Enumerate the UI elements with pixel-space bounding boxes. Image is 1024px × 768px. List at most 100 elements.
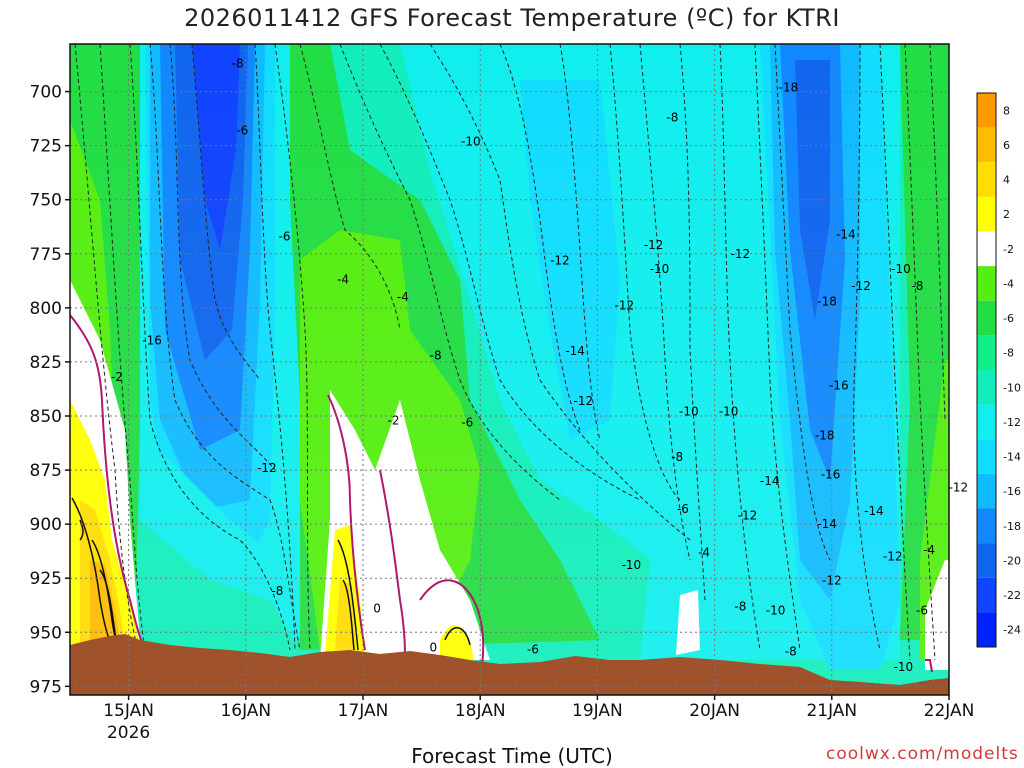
colorbar-tick-label: -18: [1003, 520, 1021, 533]
contour-label: -6: [278, 229, 290, 243]
contour-label: -10: [893, 660, 913, 674]
x-tick-label: 21JAN: [806, 701, 857, 721]
colorbar-tick-label: -2: [1003, 243, 1014, 256]
temperature-field: [70, 44, 949, 695]
colorbar-frame: [976, 92, 997, 648]
contour-label: -10: [650, 262, 670, 276]
contour-label: -12: [851, 279, 871, 293]
colorbar-tick-label: -6: [1003, 312, 1014, 325]
colorbar-tick-label: -24: [1003, 624, 1021, 637]
colorbar-tick-label: 4: [1003, 174, 1010, 187]
y-tick-label: 775: [30, 245, 62, 265]
colorbar: 8 6 4 2 -2 -4 -6 -8 -10 -12 -14 -16 -18 -20 -22 -24: [976, 92, 1021, 648]
colorbar-swatch: [977, 577, 996, 613]
colorbar-tick-label: 2: [1003, 208, 1010, 221]
y-tick-label: 950: [30, 623, 62, 643]
y-tick-label: 800: [30, 299, 62, 319]
colorbar-swatch: [977, 439, 996, 474]
contour-label: -8: [785, 645, 797, 659]
contour-label: -12: [822, 573, 842, 587]
colorbar-swatch: [977, 543, 996, 578]
chart-title: 2026011412 GFS Forecast Temperature (ºC)…: [184, 4, 840, 32]
contour-label: -18: [817, 294, 837, 308]
colorbar-tick-label: -4: [1003, 277, 1014, 290]
colorbar-tick-label: 6: [1003, 139, 1010, 152]
credit-link[interactable]: coolwx.com/modelts: [826, 744, 1019, 764]
colorbar-swatch: [977, 473, 996, 509]
contour-label: 0: [429, 640, 437, 654]
contour-label: -16: [142, 333, 162, 347]
contour-label: -8: [666, 111, 678, 125]
freezing-contours: [70, 314, 933, 673]
contour-label: -4: [698, 545, 710, 559]
x-tick-sublabel: 2026: [107, 723, 150, 743]
contour-label: -12: [738, 508, 758, 522]
contour-label: -8: [271, 584, 283, 598]
contour-label: -12: [731, 247, 751, 261]
colorbar-tick-label: -16: [1003, 485, 1021, 498]
contour-label: -14: [836, 227, 856, 241]
contour-label: -10: [461, 134, 481, 148]
contour-label: -6: [236, 124, 248, 138]
colorbar-tick-label: 8: [1003, 104, 1010, 117]
contour-label: -12: [949, 480, 969, 494]
colorbar-swatch: [977, 335, 996, 370]
colorbar-swatch: [977, 404, 996, 440]
x-tick-label: 19JAN: [572, 701, 623, 721]
contour-label: -14: [817, 517, 837, 531]
colorbar-swatch: [977, 612, 996, 647]
contour-label: -6: [677, 502, 689, 516]
colorbar-swatch: [977, 196, 996, 232]
y-tick-label: 900: [30, 515, 62, 535]
contour-label: -10: [679, 405, 699, 419]
x-tick-label: 17JAN: [338, 701, 389, 721]
contour-lines: [74, 44, 946, 661]
colorbar-tick-label: -22: [1003, 589, 1021, 602]
y-tick-label: 700: [30, 83, 62, 103]
contour-label: -4: [923, 543, 935, 557]
contour-label: -16: [829, 379, 849, 393]
colorbar-swatch: [977, 93, 996, 128]
x-tick-label: 15JAN: [103, 701, 154, 721]
contour-label: -8: [911, 279, 923, 293]
contour-label: -2: [387, 413, 399, 427]
contour-label: -14: [864, 504, 884, 518]
y-tick-label: 725: [30, 137, 62, 157]
colorbar-tick-label: -10: [1003, 381, 1021, 394]
colorbar-swatch: [977, 370, 996, 405]
contour-label: -2: [111, 370, 123, 384]
contour-label: -10: [766, 604, 786, 618]
contour-label: -12: [883, 550, 903, 564]
x-tick-label: 20JAN: [689, 701, 740, 721]
contour-label: -16: [821, 467, 841, 481]
contour-label: -8: [430, 348, 442, 362]
contour-label: -4: [337, 273, 349, 287]
contour-label: -6: [527, 643, 539, 657]
y-axis: 700 725 750 775 800 825 850 875 900 925 950 975: [30, 83, 70, 697]
contour-label: -6: [461, 415, 473, 429]
colorbar-swatch: [977, 231, 996, 267]
y-tick-label: 850: [30, 407, 62, 427]
contour-label: -10: [719, 405, 739, 419]
colorbar-tick-label: -20: [1003, 554, 1021, 567]
colorbar-swatch: [977, 162, 996, 197]
contour-label: -18: [815, 428, 835, 442]
x-tick-label: 16JAN: [220, 701, 271, 721]
contour-label: -8: [734, 599, 746, 613]
contour-label: -18: [779, 80, 799, 94]
plot-frame: [69, 43, 950, 696]
contour-label: -14: [760, 474, 780, 488]
colorbar-swatch: [977, 127, 996, 163]
contour-label: -12: [257, 461, 277, 475]
contour-label: -6: [916, 604, 928, 618]
colorbar-tick-label: -14: [1003, 451, 1021, 464]
terrain: [70, 634, 949, 695]
contour-label: -8: [671, 450, 683, 464]
contour-label: -10: [891, 262, 911, 276]
contour-label: -12: [550, 253, 570, 267]
colorbar-tick-label: -8: [1003, 347, 1014, 360]
y-tick-label: 875: [30, 461, 62, 481]
colorbar-swatch: [977, 508, 996, 544]
contour-label: -8: [232, 56, 244, 70]
